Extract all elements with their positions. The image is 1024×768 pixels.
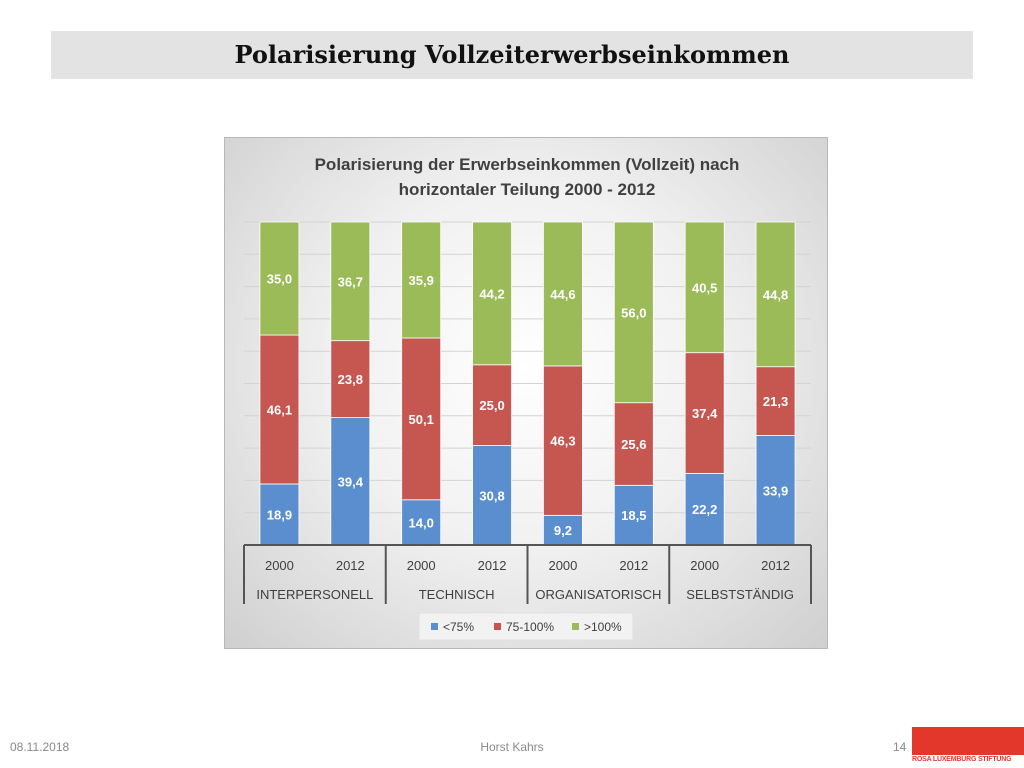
group-label: SELBSTSTÄNDIG	[686, 587, 794, 602]
x-tick-label: 2000	[407, 558, 436, 573]
foundation-logo: ROSA LUXEMBURG STIFTUNG	[912, 727, 1024, 768]
data-label: 9,2	[554, 523, 572, 538]
x-tick-label: 2012	[619, 558, 648, 573]
x-tick-label: 2012	[336, 558, 365, 573]
bar-segment	[755, 435, 796, 546]
bar-segment	[613, 221, 654, 404]
bar-segment	[684, 221, 725, 354]
stacked-bar-chart: Polarisierung der Erwerbseinkommen (Voll…	[243, 155, 812, 641]
bar-segment	[259, 334, 300, 485]
bar-segment	[472, 445, 512, 546]
data-label: 44,2	[479, 286, 504, 301]
bar-segment	[613, 484, 654, 546]
group-label: TECHNISCH	[419, 587, 495, 602]
x-tick-label: 2000	[548, 558, 577, 573]
group-label: INTERPERSONELL	[256, 587, 373, 602]
chart-container: Polarisierung der Erwerbseinkommen (Voll…	[224, 137, 828, 649]
data-label: 44,6	[550, 287, 575, 302]
data-label: 39,4	[338, 474, 364, 489]
data-label: 33,9	[763, 483, 788, 498]
bar-segment	[401, 221, 442, 339]
data-label: 25,0	[479, 398, 504, 413]
data-label: 35,0	[267, 272, 292, 287]
legend-swatch	[431, 623, 438, 630]
data-label: 18,9	[267, 507, 292, 522]
data-label: 50,1	[409, 412, 434, 427]
slide-title: Polarisierung Vollzeiterwerbseinkommen	[234, 40, 790, 69]
data-label: 37,4	[692, 406, 718, 421]
data-label: 30,8	[479, 488, 504, 503]
legend-swatch	[494, 623, 501, 630]
legend-label: <75%	[443, 620, 474, 634]
chart-title-line: Polarisierung der Erwerbseinkommen (Voll…	[315, 155, 740, 174]
bar-segment	[543, 221, 583, 367]
footer-author: Horst Kahrs	[480, 740, 544, 754]
bar-segment	[330, 417, 371, 546]
bar-segment	[684, 352, 725, 474]
footer-date: 08.11.2018	[10, 740, 70, 754]
bar-segment	[259, 483, 300, 546]
title-band: Polarisierung Vollzeiterwerbseinkommen	[51, 31, 973, 79]
group-label: ORGANISATORISCH	[535, 587, 661, 602]
logo-bar	[912, 727, 1024, 755]
data-label: 35,9	[409, 273, 434, 288]
bar-segment	[330, 221, 371, 342]
bar-segment	[755, 221, 796, 368]
bar-segment	[755, 366, 796, 436]
x-tick-label: 2000	[265, 558, 294, 573]
data-label: 25,6	[621, 437, 646, 452]
data-label: 46,1	[267, 403, 292, 418]
data-label: 46,3	[550, 434, 575, 449]
chart-title-line: horizontaler Teilung 2000 - 2012	[399, 180, 656, 199]
bar-segment	[543, 514, 583, 546]
page-number: 14	[893, 740, 907, 754]
bar-segment	[472, 221, 512, 366]
x-tick-label: 2000	[690, 558, 719, 573]
data-label: 23,8	[338, 372, 363, 387]
legend-swatch	[572, 623, 579, 630]
data-label: 22,2	[692, 502, 717, 517]
data-label: 56,0	[621, 305, 646, 320]
data-label: 14,0	[409, 515, 434, 530]
x-tick-label: 2012	[478, 558, 507, 573]
data-label: 18,5	[621, 508, 646, 523]
bar-segment	[330, 340, 371, 419]
bar-segment	[684, 472, 725, 546]
bar-segment	[259, 221, 300, 336]
bar-segment	[472, 364, 512, 446]
data-label: 40,5	[692, 280, 717, 295]
data-label: 36,7	[338, 274, 363, 289]
legend-box	[418, 612, 634, 641]
data-label: 21,3	[763, 394, 788, 409]
data-label: 44,8	[763, 287, 788, 302]
logo-text: ROSA LUXEMBURG STIFTUNG	[912, 756, 1012, 763]
legend-label: >100%	[584, 620, 622, 634]
bar-segment	[401, 337, 442, 501]
x-tick-label: 2012	[761, 558, 790, 573]
legend-label: 75-100%	[506, 620, 554, 634]
